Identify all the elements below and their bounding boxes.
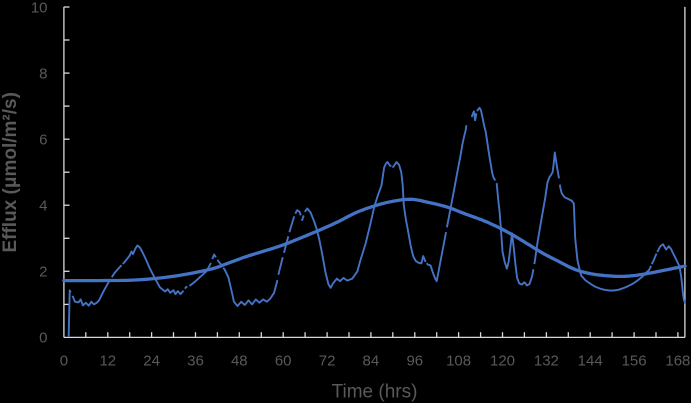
svg-text:0: 0 [39,330,47,347]
svg-text:144: 144 [578,353,603,370]
svg-text:0: 0 [60,353,68,370]
svg-text:132: 132 [534,353,559,370]
svg-text:156: 156 [622,353,647,370]
svg-text:96: 96 [406,353,423,370]
svg-text:Time (hrs): Time (hrs) [332,382,418,403]
svg-text:72: 72 [319,353,336,370]
svg-text:Efflux (μmol/m²/s): Efflux (μmol/m²/s) [0,92,21,252]
svg-text:2: 2 [39,264,47,281]
svg-text:60: 60 [275,353,292,370]
svg-text:36: 36 [187,353,204,370]
svg-text:108: 108 [446,353,471,370]
svg-text:48: 48 [231,353,248,370]
svg-text:8: 8 [39,65,47,82]
svg-text:12: 12 [99,353,116,370]
svg-text:84: 84 [363,353,380,370]
svg-text:10: 10 [31,0,48,16]
svg-text:4: 4 [39,198,47,215]
svg-text:120: 120 [490,353,515,370]
svg-text:6: 6 [39,132,47,149]
svg-text:24: 24 [143,353,160,370]
svg-text:168: 168 [665,353,690,370]
